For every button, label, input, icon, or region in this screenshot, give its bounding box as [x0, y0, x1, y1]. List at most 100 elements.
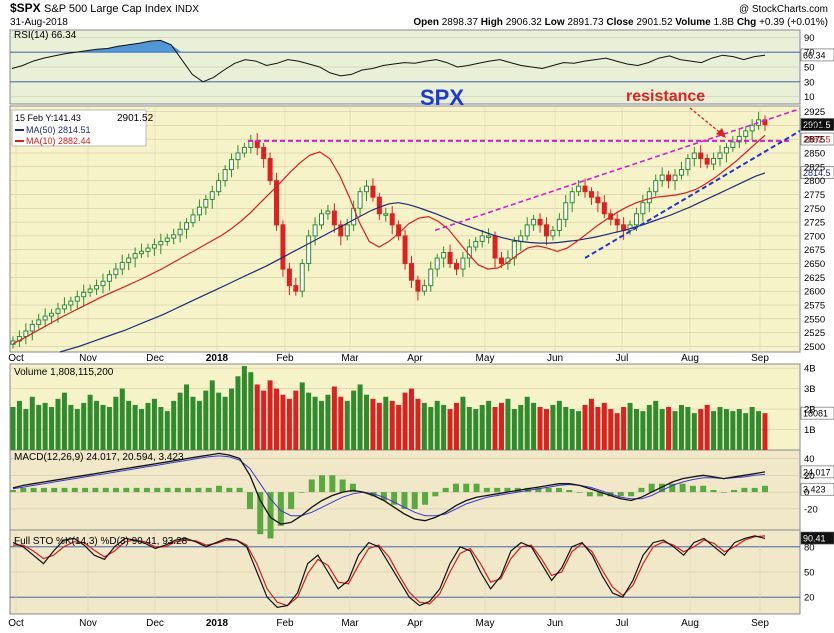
volume-bar: [331, 386, 337, 450]
volume-bar: [49, 407, 55, 450]
volume-value: 1.8B: [713, 17, 734, 28]
volume-bar: [762, 413, 768, 450]
volume-bar: [633, 409, 639, 450]
price-candle: [421, 285, 427, 292]
price-candle: [383, 213, 389, 216]
sto-x-tick: Apr: [407, 618, 423, 629]
price-candle: [261, 146, 267, 160]
volume-bar: [601, 402, 607, 450]
macd-histogram-bar: [731, 490, 738, 493]
volume-bar: [723, 409, 729, 450]
macd-title: MACD(12,26,9) 24.017, 20.594, 3.423: [14, 452, 184, 463]
macd-histogram-bar: [669, 483, 676, 493]
price-last-tag-box: [800, 118, 834, 131]
price-candle: [338, 224, 344, 237]
macd-histogram-bar: [308, 479, 315, 493]
volume-bar: [672, 411, 678, 450]
chg-label: Chg: [737, 17, 756, 28]
macd-histogram-bar: [401, 492, 408, 509]
volume-bar: [453, 402, 459, 450]
price-title: SPX: [420, 85, 464, 110]
volume-bar: [248, 372, 254, 450]
volume-bar: [306, 392, 312, 450]
ma50-line: [59, 172, 766, 353]
volume-bar: [543, 409, 549, 450]
price-candle: [531, 218, 537, 226]
price-candle: [698, 152, 704, 160]
volume-bar: [743, 413, 749, 450]
macd-histogram-bar: [700, 485, 707, 493]
volume-bar: [254, 384, 260, 450]
resistance-label: resistance: [626, 88, 705, 105]
volume-bar: [447, 409, 453, 450]
volume-title: Volume 1,808,115,200: [14, 367, 114, 378]
price-candle: [396, 224, 402, 237]
volume-bar: [87, 394, 93, 450]
volume-bar: [396, 404, 402, 450]
x-axis: 90 70 50 30 10 2925 2900 2875 2850 2825 2800 2775 27…: [8, 33, 825, 629]
price-candle: [81, 291, 87, 298]
price-x-tick: Sep: [751, 353, 769, 364]
ma50-tag-box: [800, 166, 834, 179]
macd-histogram-bar: [762, 485, 768, 493]
macd-histogram-bar: [432, 492, 439, 497]
price-candle: [434, 257, 440, 270]
sto-x-tick: Jun: [547, 618, 563, 629]
price-candle: [49, 312, 55, 317]
macd-histogram-bar: [628, 492, 635, 497]
exchange: INDX: [175, 4, 199, 15]
price-candle: [280, 224, 286, 270]
volume-bar: [145, 402, 151, 450]
volume-bar: [736, 409, 742, 450]
volume-bar: [408, 388, 414, 450]
volume-bar: [132, 404, 138, 450]
high-label: High: [481, 17, 503, 28]
sto-y-tick: 20: [804, 593, 815, 604]
price-candle: [196, 206, 202, 216]
macd-y-tick: 20: [804, 471, 815, 482]
price-candle: [241, 146, 247, 154]
volume-bar: [704, 404, 710, 450]
price-candle: [736, 135, 742, 143]
price-x-tick: Nov: [79, 353, 97, 364]
volume-bar: [171, 400, 177, 450]
price-candle: [235, 152, 241, 161]
volume-bar: [222, 396, 228, 450]
price-y-tick: 2700: [804, 231, 825, 242]
price-candle: [453, 263, 459, 270]
macd-line: [12, 452, 766, 525]
price-candle: [711, 158, 717, 165]
macd-histogram-bar: [463, 483, 470, 493]
sto-x-tick: Oct: [8, 618, 24, 629]
volume-bar: [730, 411, 736, 450]
macd-histogram-bar: [143, 487, 150, 493]
rsi-value-tag: 66.34: [803, 50, 826, 60]
price-candle: [595, 196, 601, 204]
volume-bar: [556, 400, 562, 450]
volume-bar: [344, 400, 350, 450]
price-y-tick: 2925: [804, 107, 825, 118]
price-candle: [633, 213, 639, 226]
macd-histogram-bar: [40, 487, 47, 493]
volume-bar: [698, 409, 704, 450]
price-candle: [582, 185, 588, 193]
macd-histogram-bar: [452, 483, 459, 493]
price-candle: [730, 141, 736, 148]
volume-bar: [203, 390, 209, 450]
macd-histogram-bar: [679, 483, 686, 493]
macd-tag-box: [800, 465, 834, 479]
macd-histogram-bar: [720, 492, 727, 493]
price-x-tick: Dec: [146, 353, 164, 364]
volume-bar: [588, 398, 594, 450]
volume-bar: [659, 409, 665, 450]
price-x-tick: May: [476, 353, 495, 364]
volume-bar: [190, 396, 196, 450]
price-candle: [389, 213, 395, 226]
price-candle: [723, 146, 729, 154]
price-candle: [151, 244, 157, 249]
macd-histogram-bar: [545, 487, 552, 493]
macd-histogram-bar: [20, 487, 27, 493]
price-candle: [177, 228, 183, 236]
chart-marks: [10, 39, 801, 608]
legend-ma50: MA(50) 2814.51: [26, 125, 91, 135]
